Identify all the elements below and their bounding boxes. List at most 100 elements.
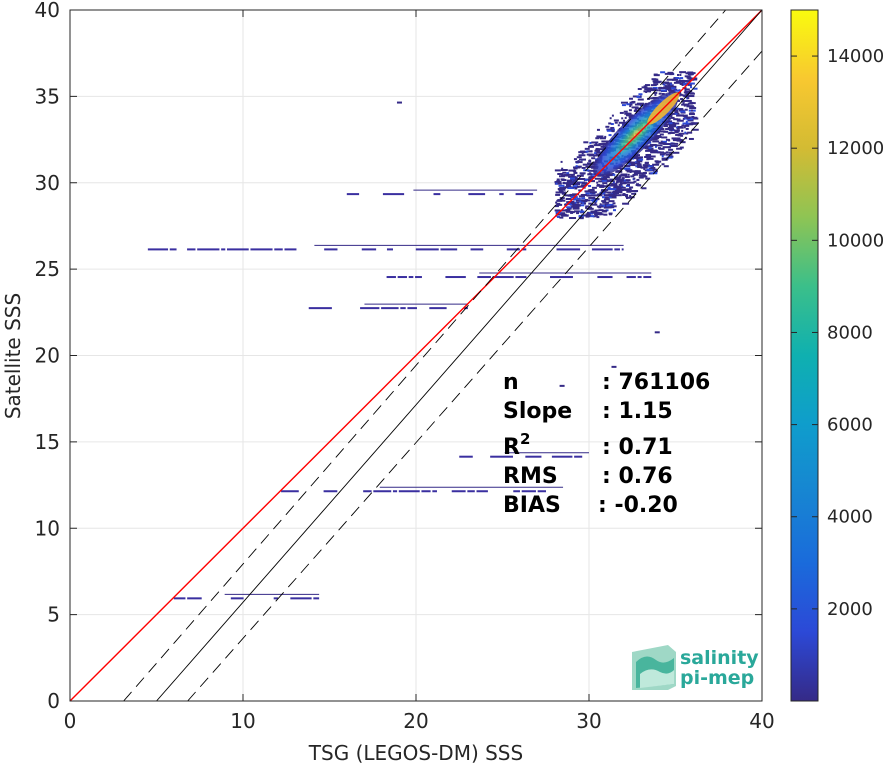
density-speck: [644, 102, 648, 105]
density-speck: [609, 117, 612, 120]
density-speck: [556, 215, 560, 218]
density-speck: [587, 189, 595, 192]
density-speck: [636, 95, 642, 98]
density-speck: [573, 158, 577, 161]
density-speck: [602, 142, 607, 145]
density-speck: [610, 196, 617, 199]
density-speck: [596, 216, 600, 219]
colorbar-ticks: 2000 4000 6000 8000 10000 12000 14000: [791, 46, 884, 620]
density-speck: [691, 115, 695, 118]
density-speck: [602, 182, 608, 185]
band-segment: [621, 248, 624, 251]
band-segment: [147, 248, 169, 251]
density-speck: [603, 190, 607, 193]
density-speck: [554, 169, 561, 172]
density-speck: [623, 110, 628, 113]
band-segment: [397, 276, 407, 279]
density-speck: [585, 150, 589, 153]
density-speck: [687, 97, 690, 100]
density-speck: [588, 202, 593, 205]
density-speck: [643, 90, 651, 93]
density-speck: [572, 177, 580, 180]
density-speck: [668, 126, 674, 129]
density-speck: [579, 217, 584, 220]
band-segment: [492, 276, 514, 279]
density-speck: [562, 171, 567, 174]
density-speck: [685, 127, 689, 130]
density-speck: [554, 205, 559, 208]
density-speck: [572, 206, 580, 209]
density-speck: [571, 182, 579, 185]
density-speck: [692, 87, 698, 90]
x-tick-label: 30: [576, 709, 601, 733]
density-speck: [628, 97, 633, 100]
density-speck: [638, 93, 643, 96]
density-speck: [686, 76, 692, 79]
band-segment: [250, 248, 273, 251]
density-speck: [588, 185, 592, 188]
density-speck: [689, 86, 692, 89]
band-segment: [392, 490, 398, 493]
density-speck: [607, 186, 611, 189]
band-segment: [407, 307, 417, 310]
density-speck: [605, 125, 610, 128]
density-speck: [574, 166, 581, 169]
band-segment: [476, 490, 488, 493]
density-speck: [675, 138, 683, 141]
y-tick-label: 5: [47, 603, 60, 627]
density-speck: [688, 137, 694, 140]
density-speck: [691, 106, 695, 109]
density-speck: [585, 215, 590, 218]
density-speck: [591, 141, 599, 144]
density-speck: [573, 171, 578, 174]
band-segment: [408, 276, 414, 279]
density-speck: [555, 182, 558, 185]
band-segment: [382, 193, 405, 196]
density-speck: [602, 201, 610, 204]
density-speck: [588, 154, 596, 157]
density-speck: [603, 213, 608, 216]
density-speck: [685, 132, 689, 135]
density-speck: [593, 194, 596, 197]
density-speck: [614, 185, 622, 188]
density-speck: [590, 199, 598, 202]
x-tick-label: 40: [749, 709, 774, 733]
density-speck: [664, 85, 670, 88]
density-speck: [641, 174, 644, 177]
band-segment: [515, 193, 534, 196]
band-segment: [386, 276, 396, 279]
density-speck: [603, 194, 611, 197]
density-speck: [598, 180, 604, 183]
density-speck: [558, 188, 566, 191]
y-axis-label: Satellite SSS: [1, 293, 25, 419]
density-speck: [673, 151, 680, 154]
density-speck: [663, 130, 669, 133]
density-speck: [566, 179, 572, 182]
density-speck: [625, 174, 628, 177]
y-tick-label: 15: [35, 430, 60, 454]
density-speck: [646, 147, 649, 150]
density-speck: [661, 163, 665, 166]
density-speck: [596, 181, 599, 184]
density-speck: [687, 71, 694, 74]
density-speck: [585, 206, 588, 209]
density-speck: [561, 179, 567, 182]
density-speck: [660, 89, 667, 92]
density-speck: [628, 161, 636, 164]
density-speck: [683, 115, 688, 118]
density-speck: [685, 137, 688, 140]
density-speck: [653, 83, 659, 86]
band-segment: [451, 490, 466, 493]
density-speck: [672, 109, 679, 112]
density-speck: [594, 212, 602, 215]
density-speck: [580, 193, 587, 196]
band-segment: [386, 248, 393, 251]
density-speck: [629, 105, 632, 108]
density-speck: [622, 194, 629, 197]
density-speck: [669, 85, 677, 88]
y-tick-label: 35: [35, 84, 60, 108]
density-speck: [661, 157, 669, 160]
density-speck: [606, 180, 609, 183]
density-speck: [578, 181, 584, 184]
density-speck: [562, 182, 569, 185]
